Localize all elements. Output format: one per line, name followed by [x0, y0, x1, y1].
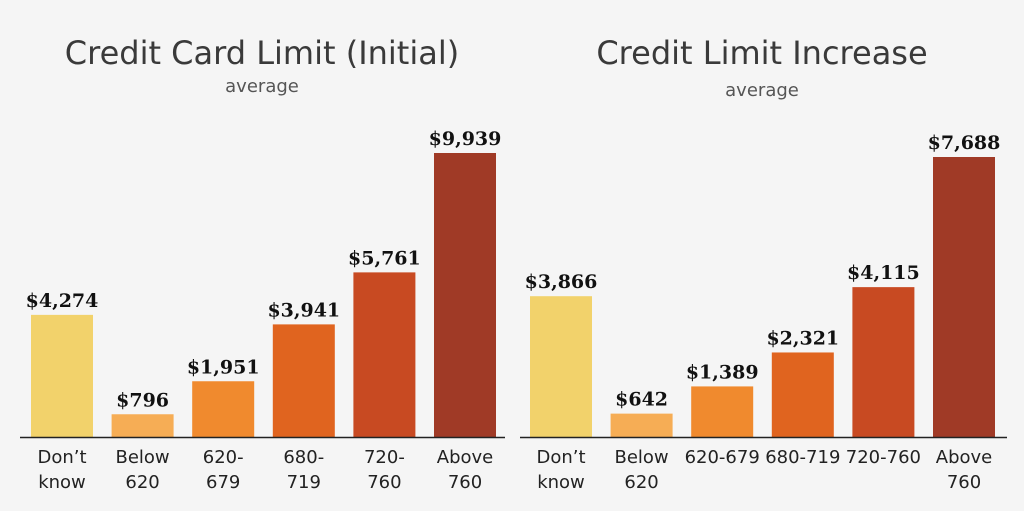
x-tick-label: 680-719: [765, 447, 840, 468]
x-tick-label: Below: [116, 447, 170, 468]
bar: [610, 413, 673, 437]
value-label: $4,115: [847, 262, 920, 284]
x-tick-label: 720-760: [846, 447, 921, 468]
x-tick-label: Below: [615, 447, 669, 468]
x-tick-label: 679: [206, 472, 240, 493]
bar: [272, 324, 335, 437]
bar: [852, 287, 915, 437]
value-label: $9,939: [429, 128, 502, 150]
bar: [192, 381, 255, 437]
x-tick-label: 620: [125, 472, 159, 493]
x-tick-label: Don’t: [536, 447, 585, 468]
x-tick-label: know: [537, 472, 585, 493]
value-label: $796: [116, 389, 169, 411]
value-label: $7,688: [928, 132, 1001, 154]
x-tick-label: know: [38, 472, 86, 493]
x-tick-label: 720-: [364, 447, 405, 468]
chart-subtitle: average: [725, 80, 799, 101]
chart-panel-2: Credit Limit Increase average $3,866 Don’t k…: [520, 34, 1007, 493]
value-label: $1,389: [686, 361, 759, 383]
x-tick-label: Above: [437, 447, 493, 468]
bar: [31, 314, 93, 437]
value-label: $3,941: [267, 299, 340, 321]
bar: [434, 153, 496, 437]
chart-title: Credit Card Limit (Initial): [65, 34, 459, 72]
x-tick-label: 760: [947, 472, 981, 493]
bar: [691, 386, 754, 437]
bar: [353, 272, 416, 437]
chart-subtitle: average: [225, 76, 299, 97]
value-label: $5,761: [348, 247, 421, 269]
x-tick-label: 760: [448, 472, 482, 493]
x-tick-label: Don’t: [37, 447, 86, 468]
x-tick-label: 760: [367, 472, 401, 493]
value-label: $3,866: [525, 271, 598, 293]
bar: [933, 157, 995, 437]
x-tick-label: Above: [936, 447, 992, 468]
chart-title: Credit Limit Increase: [596, 34, 927, 72]
bar: [111, 414, 174, 437]
value-label: $642: [615, 389, 668, 411]
x-tick-label: 680-: [283, 447, 324, 468]
x-tick-label: 719: [287, 472, 321, 493]
value-label: $1,951: [187, 356, 260, 378]
x-tick-label: 620-679: [685, 447, 760, 468]
bar: [530, 296, 592, 437]
value-label: $2,321: [766, 327, 839, 349]
x-tick-label: 620: [624, 472, 658, 493]
x-tick-label: 620-: [203, 447, 244, 468]
chart-panel-1: Credit Card Limit (Initial) average $4,274…: [20, 34, 505, 493]
bar: [771, 352, 834, 437]
value-label: $4,274: [26, 290, 99, 312]
